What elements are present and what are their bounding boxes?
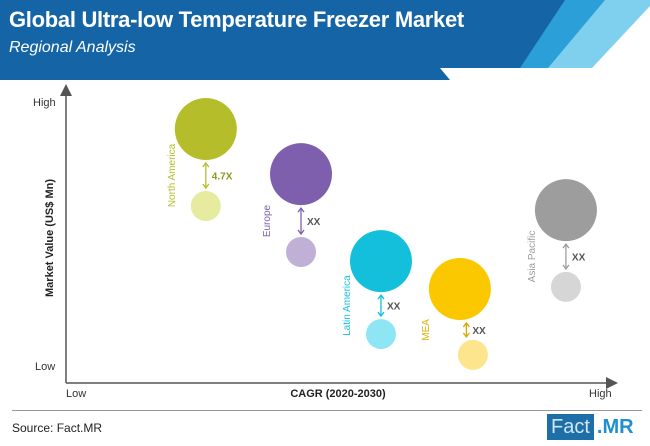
growth-label-latin-america: XX bbox=[387, 302, 401, 313]
bubble-chart: High Low Low High CAGR (2020-2030) Marke… bbox=[33, 84, 618, 400]
factmr-logo: Fact .MR bbox=[547, 414, 634, 440]
growth-label-europe: XX bbox=[307, 217, 321, 228]
region-label-latin-america: Latin America bbox=[342, 275, 353, 336]
region-label-north-america: North America bbox=[167, 143, 178, 207]
growth-label-mea: XX bbox=[472, 326, 486, 337]
bubble-small-europe bbox=[286, 237, 317, 268]
x-tick-low: Low bbox=[66, 388, 86, 400]
x-tick-high: High bbox=[589, 388, 612, 400]
x-axis-label: CAGR (2020-2030) bbox=[290, 388, 386, 400]
y-tick-high: High bbox=[33, 97, 56, 109]
region-label-europe: Europe bbox=[262, 205, 273, 238]
logo-right: .MR bbox=[596, 416, 634, 438]
bubble-small-mea bbox=[457, 339, 488, 370]
y-tick-low: Low bbox=[35, 361, 55, 373]
bubble-large-europe bbox=[270, 143, 333, 206]
arrowheads-mea bbox=[462, 321, 470, 338]
bubble-large-asia-pacific bbox=[534, 179, 597, 242]
page-title: Global Ultra-low Temperature Freezer Mar… bbox=[9, 7, 464, 32]
arrowheads-latin-america bbox=[377, 294, 385, 318]
region-label-mea: MEA bbox=[421, 319, 432, 341]
arrowheads-north-america bbox=[202, 161, 210, 190]
bubble-small-latin-america bbox=[365, 319, 396, 350]
source-note: Source: Fact.MR bbox=[12, 421, 103, 435]
logo-left: Fact bbox=[547, 414, 594, 440]
arrowheads-asia-pacific bbox=[562, 243, 570, 270]
bubble-small-north-america bbox=[190, 191, 221, 222]
bubble-large-latin-america bbox=[349, 230, 412, 293]
header-banner bbox=[0, 0, 650, 80]
arrowheads-europe bbox=[297, 207, 305, 236]
region-label-asia-pacific: Asia Pacific bbox=[527, 231, 538, 283]
bubble-small-asia-pacific bbox=[550, 271, 581, 302]
growth-label-north-america: 4.7X bbox=[212, 171, 233, 182]
y-axis-label: Market Value (US$ Mn) bbox=[44, 179, 56, 297]
bubble-large-mea bbox=[428, 257, 491, 320]
growth-label-asia-pacific: XX bbox=[572, 253, 586, 264]
bubble-large-north-america bbox=[174, 97, 237, 160]
page-subtitle: Regional Analysis bbox=[9, 39, 136, 56]
footer-divider bbox=[12, 410, 642, 411]
